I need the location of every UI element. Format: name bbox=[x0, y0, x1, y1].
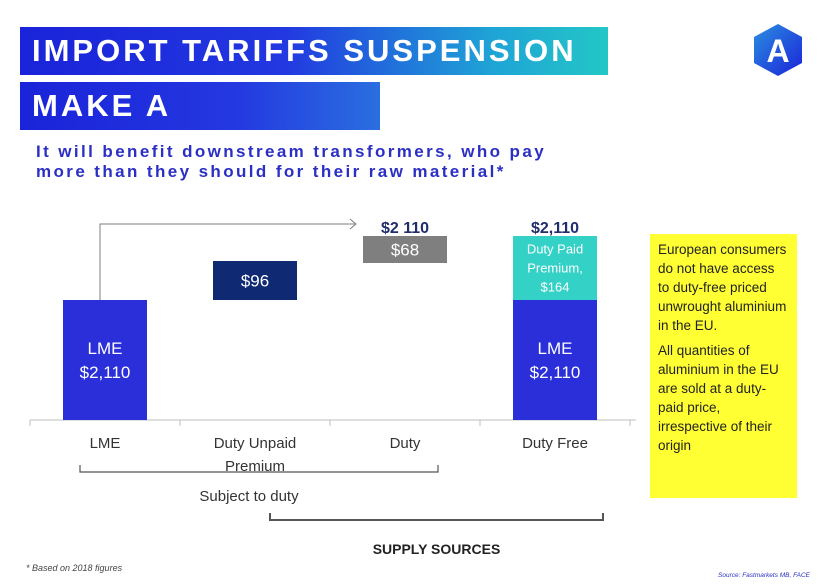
data-label-duty-free-lme: LME bbox=[538, 339, 573, 358]
connector-arrowhead-icon bbox=[349, 218, 357, 230]
group-bracket-supply-sources bbox=[269, 513, 604, 521]
bar-duty-free-lme bbox=[513, 300, 597, 420]
x-tick-label: LME bbox=[90, 435, 121, 452]
data-label-duty-free-duty-paid-premium: $164 bbox=[541, 280, 570, 295]
title-line1: IMPORT TARIFFS SUSPENSION WILL bbox=[32, 33, 577, 116]
note-box: European consumers do not have access to… bbox=[650, 234, 797, 498]
company-logo-icon: A bbox=[754, 24, 802, 76]
data-label-duty-free-lme: $2,110 bbox=[530, 363, 581, 382]
bar-duty-duty bbox=[363, 236, 447, 263]
data-label-duty-free-duty-paid-premium: Duty Paid bbox=[527, 242, 583, 257]
total-label-duty: $2 110 bbox=[381, 220, 429, 237]
data-label-lme-lme: LME bbox=[88, 339, 123, 358]
bar-duty-unpaid-premium-duty-unpaid-premium bbox=[213, 261, 297, 300]
note-paragraph-1: European consumers do not have access to… bbox=[658, 242, 787, 333]
group-label-subject-to-duty: Subject to duty bbox=[199, 488, 299, 505]
data-label-lme-lme: $2,110 bbox=[80, 363, 131, 382]
data-label-duty-free-duty-paid-premium: Premium, bbox=[527, 261, 583, 276]
bar-lme-lme bbox=[63, 300, 147, 420]
group-bracket-subject-to-duty bbox=[79, 465, 439, 473]
bar-duty-free-duty-paid-premium bbox=[513, 236, 597, 300]
title-banner-line1: IMPORT TARIFFS SUSPENSION WILL bbox=[20, 27, 608, 116]
x-tick-label: Duty bbox=[390, 435, 421, 452]
footnote: * Based on 2018 figures bbox=[26, 563, 123, 573]
connector-line bbox=[99, 223, 355, 300]
subtitle-line1: It will benefit downstream transformers,… bbox=[36, 142, 547, 161]
source-note: Source: Fastmarkets MB, FACE bbox=[718, 572, 810, 579]
data-label-duty-unpaid-premium-duty-unpaid-premium: $96 bbox=[241, 271, 269, 290]
note-paragraph-2: All quantities of aluminium in the EU ar… bbox=[658, 343, 779, 453]
data-label-duty-duty: $68 bbox=[391, 240, 419, 259]
x-tick-label: Premium bbox=[225, 458, 285, 475]
title-line2: MAKE A DIFFERENCE bbox=[32, 88, 261, 171]
title-banner-line2: MAKE A DIFFERENCE bbox=[20, 82, 380, 171]
total-label-duty-free: $2,110 bbox=[531, 220, 579, 237]
subtitle-line2: more than they should for their raw mate… bbox=[36, 162, 506, 181]
x-tick-label: Duty Unpaid bbox=[214, 435, 297, 452]
x-tick-label: Duty Free bbox=[522, 435, 588, 452]
logo-letter: A bbox=[766, 33, 789, 69]
group-label-supply-sources: SUPPLY SOURCES bbox=[373, 541, 501, 557]
